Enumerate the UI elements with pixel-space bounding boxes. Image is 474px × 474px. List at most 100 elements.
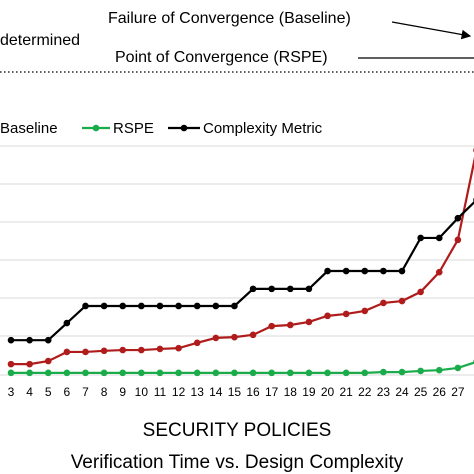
legend-label: RSPE [113, 120, 154, 137]
data-point [361, 307, 369, 315]
data-point [26, 369, 33, 377]
x-tick-label: 24 [395, 385, 409, 399]
data-point [268, 285, 275, 293]
data-point [305, 285, 313, 293]
data-point [361, 369, 369, 377]
data-point [417, 288, 424, 296]
data-point [193, 339, 201, 347]
x-tick-label: 8 [101, 385, 108, 399]
data-point [156, 369, 164, 377]
x-tick-label: 10 [135, 385, 149, 399]
data-point [175, 369, 182, 377]
data-point [380, 368, 387, 376]
x-tick-label: 26 [433, 385, 447, 399]
data-point [231, 302, 238, 310]
x-tick-label: 25 [414, 385, 428, 399]
data-point [342, 267, 350, 275]
data-point [82, 302, 89, 310]
data-point [156, 302, 164, 310]
data-point [287, 321, 294, 329]
x-tick-label: 4 [26, 385, 33, 399]
data-point [249, 331, 257, 339]
data-point [324, 312, 331, 320]
x-tick-label: 9 [119, 385, 126, 399]
x-tick-label: 15 [228, 385, 242, 399]
x-tick-label: 16 [246, 385, 260, 399]
data-point [435, 366, 443, 374]
data-point [193, 369, 201, 377]
x-tick-label: 3 [8, 385, 15, 399]
data-point [26, 336, 33, 344]
data-point [7, 369, 15, 377]
data-point [212, 302, 220, 310]
data-point [380, 299, 387, 307]
data-point [138, 346, 145, 354]
data-point [26, 360, 33, 368]
data-point [435, 234, 443, 242]
x-tick-label: 14 [209, 385, 223, 399]
legend: Baseline RSPE Complexity Metric [0, 120, 323, 137]
data-point [342, 369, 350, 377]
data-point [305, 369, 313, 377]
data-point [361, 267, 369, 275]
data-point [175, 344, 182, 352]
x-tick-label: 13 [191, 385, 205, 399]
data-point [44, 336, 52, 344]
data-point [454, 214, 462, 222]
x-tick-label: 19 [302, 385, 316, 399]
chart-title: Verification Time vs. Design Complexity [71, 452, 404, 473]
data-point [138, 302, 145, 310]
data-point [63, 319, 71, 327]
data-point [249, 285, 257, 293]
x-tick-label: 11 [154, 385, 167, 399]
x-tick-label: 27 [451, 385, 465, 399]
data-point [287, 369, 294, 377]
data-point [44, 357, 52, 365]
legend-label: Complexity Metric [203, 120, 323, 137]
data-point [156, 345, 164, 353]
data-point [305, 318, 313, 326]
data-point [324, 267, 331, 275]
data-point [454, 236, 462, 244]
data-point [193, 302, 201, 310]
data-point [268, 369, 275, 377]
data-point [380, 267, 387, 275]
data-point [119, 346, 127, 354]
data-point [454, 364, 462, 372]
data-point [324, 369, 331, 377]
x-tick-label: 5 [45, 385, 52, 399]
data-point [212, 369, 220, 377]
data-point [100, 369, 108, 377]
x-tick-label: 17 [265, 385, 279, 399]
annotation: determined [0, 32, 80, 49]
x-tick-label: 21 [339, 385, 353, 399]
data-point [417, 367, 424, 375]
x-tick-label: 22 [358, 385, 372, 399]
x-tick-label: 7 [82, 385, 89, 399]
series-line [11, 156, 474, 366]
annotation: Failure of Convergence (Baseline) [108, 10, 351, 27]
data-point [231, 369, 238, 377]
legend-marker [92, 124, 100, 132]
data-point [249, 369, 257, 377]
data-point [138, 369, 145, 377]
x-tick-label: 6 [64, 385, 71, 399]
data-point [7, 360, 15, 368]
annotation: Point of Convergence (RSPE) [115, 49, 328, 66]
data-point [63, 369, 71, 377]
x-tick-label: 20 [321, 385, 335, 399]
data-point [398, 297, 406, 305]
x-axis-label: SECURITY POLICIES [143, 420, 332, 441]
data-point [119, 302, 127, 310]
data-point [417, 234, 424, 242]
data-point [7, 336, 15, 344]
arrow [391, 21, 472, 40]
data-point [82, 348, 89, 356]
legend-marker [180, 124, 188, 132]
data-point [63, 348, 71, 356]
data-point [398, 368, 406, 376]
data-point [119, 369, 127, 377]
data-point [342, 310, 350, 318]
